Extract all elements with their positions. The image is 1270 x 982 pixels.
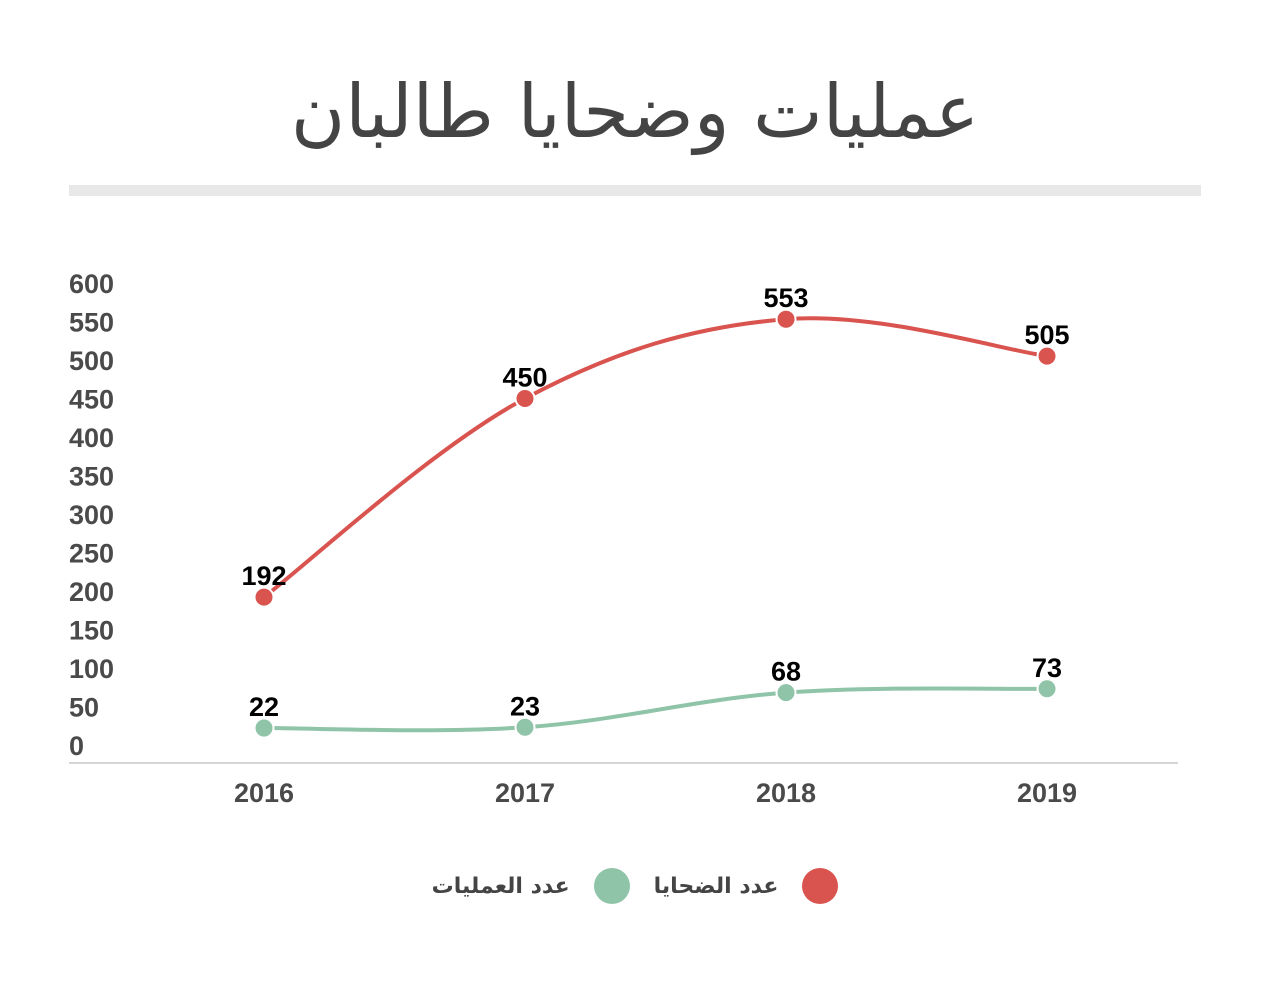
y-tick-label: 200 (69, 577, 114, 607)
y-tick-label: 350 (69, 462, 114, 492)
series-line (262, 316, 1048, 599)
data-label: 450 (502, 363, 547, 393)
series-line (263, 686, 1048, 733)
x-axis: 2016 2017 2018 2019 (234, 778, 1077, 808)
y-tick-label: 250 (69, 539, 114, 569)
series-victims: 192 450 553 505 (241, 283, 1070, 608)
data-point[interactable] (514, 716, 536, 738)
data-point[interactable] (253, 717, 275, 739)
data-label: 68 (771, 657, 801, 687)
data-point[interactable] (514, 388, 536, 409)
series-operations: 22 23 68 73 (249, 653, 1062, 739)
legend-item-victims[interactable]: عدد الضحايا (654, 868, 839, 904)
data-label: 192 (241, 561, 286, 591)
data-point[interactable] (1036, 345, 1058, 367)
data-point[interactable] (775, 682, 797, 704)
y-tick-label: 400 (69, 423, 114, 453)
y-axis: 0 50 100 150 200 250 300 350 400 450 500 550 600 (69, 269, 114, 761)
y-tick-label: 600 (69, 269, 114, 299)
legend-swatch-victims (802, 868, 839, 904)
x-tick-label: 2016 (234, 778, 294, 808)
legend-label-victims: عدد الضحايا (653, 873, 779, 899)
legend-item-operations[interactable]: عدد العمليات (432, 868, 630, 904)
chart-title: عمليات وضحايا طالبان (290, 69, 980, 155)
legend-swatch-operations (593, 868, 630, 904)
legend-label-operations: عدد العمليات (431, 873, 570, 899)
y-tick-label: 150 (69, 616, 114, 646)
title-divider (69, 185, 1201, 196)
y-tick-label: 0 (69, 731, 84, 761)
x-tick-label: 2017 (495, 778, 555, 808)
y-tick-label: 550 (69, 308, 114, 338)
data-label: 23 (510, 691, 540, 721)
series-layer: 192 450 553 505 22 23 68 73 (241, 283, 1070, 739)
data-point[interactable] (253, 586, 275, 608)
y-tick-label: 100 (69, 654, 114, 684)
y-tick-label: 50 (69, 693, 99, 723)
data-label: 22 (249, 692, 279, 722)
y-tick-label: 450 (69, 385, 114, 415)
x-tick-label: 2018 (756, 778, 816, 808)
data-label: 73 (1032, 653, 1062, 683)
data-label: 553 (763, 283, 808, 313)
y-tick-label: 300 (69, 500, 114, 530)
data-point[interactable] (775, 308, 797, 330)
data-label: 505 (1024, 320, 1069, 350)
y-tick-label: 500 (69, 346, 114, 376)
data-point[interactable] (1036, 678, 1058, 700)
legend: عدد الضحايا عدد العمليات (0, 864, 1270, 908)
x-tick-label: 2019 (1017, 778, 1077, 808)
